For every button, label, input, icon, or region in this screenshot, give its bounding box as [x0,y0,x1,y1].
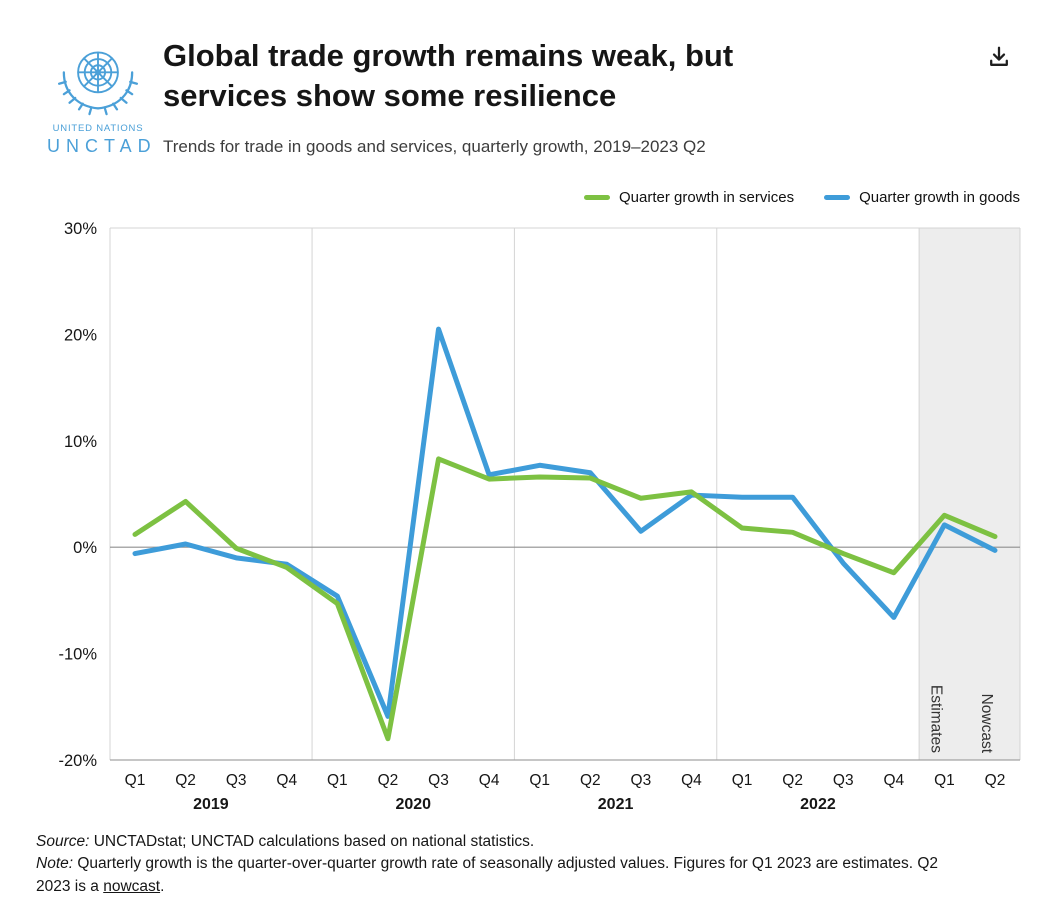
goods-line-swatch [824,195,851,200]
series-line-goods [132,326,998,719]
year-label: 2020 [395,796,431,813]
nowcast-link[interactable]: nowcast [103,877,161,895]
chart-area: 30% 20% 10% 0% -10% -20% Q1 Q2 Q3 Q4 Q1 Q2 Q3 Q4 Q1 Q2 Q… [0,213,1056,823]
x-axis-label: Q3 [833,772,854,789]
year-label: 2019 [193,796,229,813]
x-axis-label: Q1 [934,772,955,789]
year-label: 2021 [598,796,634,813]
y-axis-label: -20% [58,752,97,770]
download-icon [990,46,1008,66]
note-label: Note: [36,855,74,873]
logo-org-text: UNITED NATIONS [52,123,144,134]
x-axis-label: Q2 [175,772,196,789]
x-axis-label: Q3 [226,772,247,789]
x-axis-label: Q4 [883,772,904,789]
legend-label-services: Quarter growth in services [619,189,795,206]
x-axis-label: Q3 [428,772,449,789]
page-title: Global trade growth remains weak, but se… [163,38,734,114]
year-label: 2022 [800,796,836,813]
un-emblem-icon [57,51,139,116]
source-text: UNCTADstat; UNCTAD calculations based on… [89,833,535,850]
x-axis-label: Q1 [732,772,753,789]
x-axis-label: Q1 [327,772,348,789]
unctad-logo: UNITED NATIONS UNCTAD [42,42,154,157]
x-axis-label: Q2 [378,772,399,789]
x-axis-label: Q4 [276,772,297,789]
legend-label-goods: Quarter growth in goods [859,189,1020,206]
legend-item-goods: Quarter growth in goods [824,189,1020,206]
y-axis-label: -10% [58,646,97,664]
logo-acronym-text: UNCTAD [47,136,157,156]
y-axis-label: 30% [64,220,97,238]
page-subtitle: Trends for trade in goods and services, … [163,137,706,156]
series-line-services [132,456,998,742]
source-label: Source: [36,833,90,850]
y-axis-label: 0% [73,539,97,557]
legend-item-services: Quarter growth in services [584,189,794,206]
y-axis-label: 10% [64,433,97,451]
x-axis-label: Q3 [631,772,652,789]
x-axis-label: Q2 [580,772,601,789]
x-axis-label: Q1 [529,772,550,789]
trade-growth-line-chart: 30% 20% 10% 0% -10% -20% Q1 Q2 Q3 Q4 Q1 Q2 Q3 Q4 Q1 Q2 Q… [58,220,1021,813]
highlight-region [919,228,1020,760]
note-text-suffix: . [160,877,165,895]
x-axis-label: Q4 [681,772,702,789]
x-axis-label: Q1 [125,772,146,789]
region-label: Nowcast [978,694,995,754]
x-axis-label: Q2 [782,772,803,789]
download-button[interactable] [983,42,1015,74]
services-line-swatch [584,195,610,200]
x-axis-label: Q2 [985,772,1006,789]
chart-legend: Quarter growth in services Quarter growt… [0,189,1020,206]
x-axis-label: Q4 [479,772,500,789]
region-label: Estimates [927,685,944,753]
y-axis-label: 20% [64,326,97,344]
footer-notes: Source: UNCTADstat; UNCTAD calculations … [36,831,966,898]
note-text: Quarterly growth is the quarter-over-qua… [36,855,939,895]
